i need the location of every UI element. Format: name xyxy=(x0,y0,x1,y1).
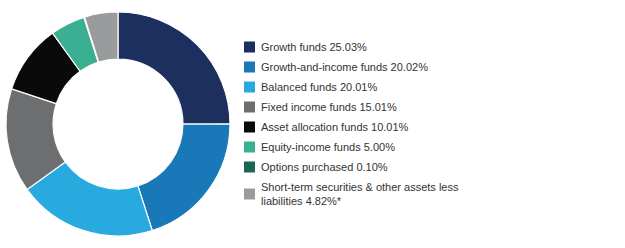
legend-swatch xyxy=(244,42,255,53)
legend-label: Growth-and-income funds 20.02% xyxy=(261,61,428,73)
legend-swatch xyxy=(244,189,255,200)
slices xyxy=(6,12,230,236)
legend-label: Fixed income funds 15.01% xyxy=(261,101,397,113)
legend-swatch xyxy=(244,82,255,93)
legend-label: Asset allocation funds 10.01% xyxy=(261,121,409,133)
slice xyxy=(118,12,230,124)
slice xyxy=(138,124,230,231)
legend-swatch xyxy=(244,142,255,153)
legend-label: Balanced funds 20.01% xyxy=(261,81,377,93)
chart-container: Growth funds 25.03% Growth-and-income fun… xyxy=(0,0,625,248)
legend: Growth funds 25.03% Growth-and-income fun… xyxy=(244,41,459,207)
legend-swatch xyxy=(244,102,255,113)
legend-label: Options purchased 0.10% xyxy=(261,161,388,173)
legend-swatch xyxy=(244,122,255,133)
slice xyxy=(85,12,118,62)
legend-label: Growth funds 25.03% xyxy=(261,41,367,53)
legend-swatch xyxy=(244,62,255,73)
legend-label: Equity-income funds 5.00% xyxy=(261,141,395,153)
legend-swatch xyxy=(244,162,255,173)
chart: Growth funds 25.03% Growth-and-income fun… xyxy=(0,0,625,248)
legend-label: Short-term securities & other assets les… xyxy=(261,181,459,207)
